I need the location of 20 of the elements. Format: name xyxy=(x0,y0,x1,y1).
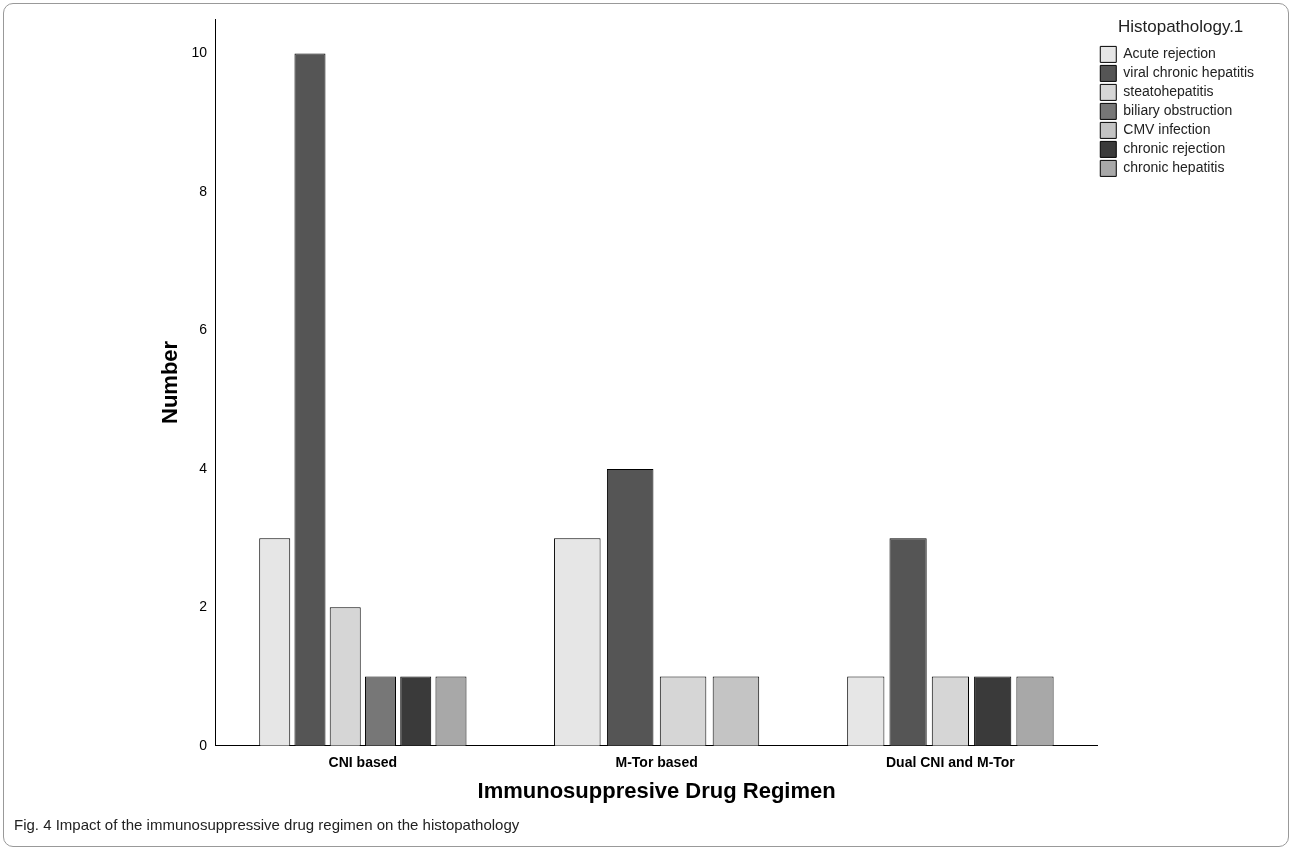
legend-label: Acute rejection xyxy=(1123,45,1216,62)
y-tick-label: 8 xyxy=(199,182,208,199)
caption: Fig. 4 Impact of the immunosuppressive drug regimen on the histopathology xyxy=(14,816,520,833)
legend-label: chronic hepatitis xyxy=(1123,159,1225,176)
y-axis-title: Number xyxy=(157,340,183,424)
y-tick-label: 10 xyxy=(191,44,208,61)
y-tick-label: 0 xyxy=(199,736,208,753)
x-tick-label: Dual CNI and M-Tor xyxy=(885,754,1016,771)
legend-label: steatohepatitis xyxy=(1123,83,1214,100)
legend-label: viral chronic hepatitis xyxy=(1123,64,1255,81)
y-tick-label: 4 xyxy=(199,459,208,476)
x-tick-label: CNI based xyxy=(328,754,398,771)
x-tick-label: M-Tor based xyxy=(615,754,698,771)
y-tick-label: 2 xyxy=(199,598,208,615)
y-tick-label: 6 xyxy=(199,321,208,338)
legend-label: biliary obstruction xyxy=(1123,102,1233,119)
legend-title: Histopathology.1 xyxy=(1117,17,1244,37)
legend-label: chronic rejection xyxy=(1123,140,1226,157)
legend-label: CMV infection xyxy=(1123,121,1211,138)
x-axis-title: Immunosuppresive Drug Regimen xyxy=(477,777,836,803)
